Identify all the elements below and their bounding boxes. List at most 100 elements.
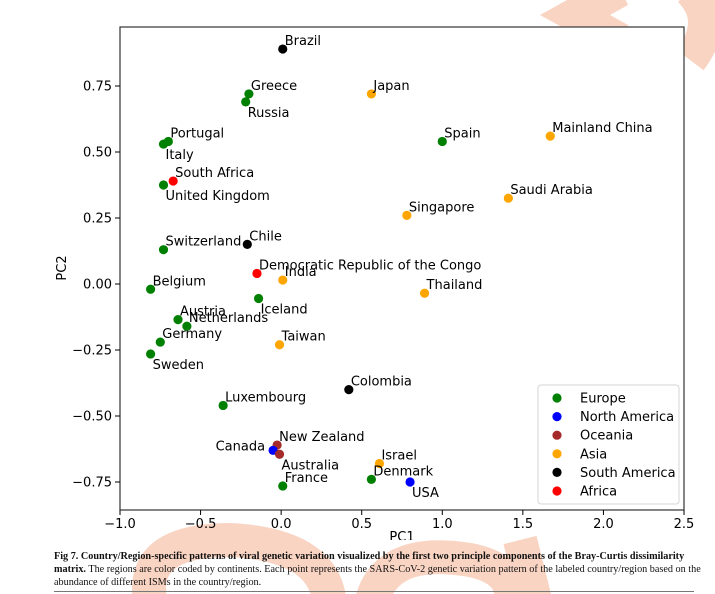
x-tick-label: 1.5 [513,517,534,532]
scatter-point-group: South Africa [168,166,254,186]
y-axis: 0.75 0.50 0.25 0.00 −0.25 −0.50 −0.75 [72,80,120,491]
scatter-point-group: Austria [173,305,226,325]
scatter-point-group: Belgium [146,274,206,294]
legend-label: North America [580,410,674,425]
scatter-point [274,340,285,350]
scatter-point-group: Israel [374,449,417,469]
scatter-point-group: Germany [155,327,222,347]
scatter-point-group: Taiwan [274,330,326,350]
point-label: Italy [166,148,195,163]
point-label: Chile [249,229,282,244]
y-tick-label: −0.25 [72,344,112,359]
point-label: Mainland China [552,121,652,136]
point-label: Japan [372,79,409,94]
scatter-point-group: Denmark [366,464,434,484]
point-label: Netherlands [189,311,268,326]
scatter-point-group: Australia [274,449,339,473]
legend-label: Africa [580,485,617,500]
point-label: Switzerland [166,235,242,250]
watermark-arc-mid [356,540,529,594]
scatter-point [158,139,169,149]
scatter-point-group: Japan [366,79,410,99]
y-tick-label: −0.75 [72,476,112,491]
scatter-point-group: Iceland [253,293,308,318]
scatter-point [146,349,156,359]
scatter-point-group: Democratic Republic of the Congo [252,258,481,279]
scatter-point [182,321,192,331]
y-tick-label: 0.00 [83,278,112,293]
legend-item: Europe [552,392,626,407]
caption-divider [54,591,694,592]
scatter-point-group: Russia [241,97,290,121]
scatter-point-group: France [278,471,328,491]
point-label: Singapore [409,200,475,215]
point-label: Spain [444,126,480,141]
y-tick-label: −0.50 [72,410,112,425]
legend-item: Oceania [552,429,633,444]
x-tick-label: 0.5 [351,517,372,532]
y-axis-label: PC2 [55,255,70,280]
legend: Europe North America Oceania Asia South Amer… [537,384,680,505]
scatter-point [419,288,430,298]
point-label: India [285,265,317,280]
legend-box [537,384,680,505]
scatter-point [158,180,169,190]
scatter-point-group: Thailand [419,278,483,298]
legend-label: Europe [580,392,626,407]
point-label: Luxembourg [225,390,306,405]
point-label: Germany [162,327,222,342]
scatter-point-group: United Kingdom [158,180,270,204]
x-tick-label: −1.0 [104,517,136,532]
scatter-point [242,239,252,249]
legend-marker [552,467,562,477]
scatter-point-group: Singapore [402,200,474,220]
y-tick-label: 0.25 [83,212,112,227]
scatter-point [146,284,156,294]
point-label: Denmark [373,464,433,479]
point-label: Belgium [153,274,206,289]
point-label: Thailand [426,278,483,293]
legend-label: South America [580,466,676,481]
watermark-arc-left [132,522,346,594]
scatter-point [545,131,555,141]
scatter-point-group: New Zealand [272,430,365,450]
scatter-point-group: Italy [158,139,195,163]
scatter-point-group: Luxembourg [218,390,306,411]
point-label: Brazil [285,34,321,49]
scatter-point [274,449,285,459]
y-tick-label: 0.50 [83,146,112,161]
point-label: Russia [248,106,290,121]
scatter-point [241,97,251,107]
legend-marker [552,486,562,496]
scatter-point [155,337,165,347]
scatter-point-group: Switzerland [158,235,242,255]
point-label: USA [412,486,439,501]
scatter-point-group: Sweden [146,349,204,373]
point-label: Israel [381,449,417,464]
scatter-point [168,176,178,186]
scatter-point [344,385,354,395]
legend-item: North America [552,410,674,425]
point-label: Austria [180,305,226,320]
point-label: Portugal [170,126,224,141]
scatter-point [158,245,169,255]
caption-title: Country/Region-specific patterns of vira… [54,551,685,575]
legend-item: Africa [552,485,617,500]
legend-label: Oceania [580,429,633,444]
figure-caption: Fig 7. Country/Region-specific patterns … [54,550,714,589]
scatter-point [244,89,254,99]
scatter-point-group: Saudi Arabia [503,183,593,203]
caption-body: The regions are color coded by continent… [54,564,701,588]
scatter-point-group: Netherlands [182,311,268,331]
scatter-point [278,481,288,491]
scatter-point [366,89,376,99]
x-tick-label: 2.0 [593,517,614,532]
scatter-point-group: Spain [437,126,481,147]
scatter-point-group: USA [405,477,439,501]
scatter-point [503,193,513,203]
point-label: New Zealand [279,430,364,445]
scatter-point-group: Mainland China [545,121,653,141]
scatter-point [405,477,415,487]
point-label: Iceland [261,303,308,318]
y-tick-label: 0.75 [83,80,112,95]
